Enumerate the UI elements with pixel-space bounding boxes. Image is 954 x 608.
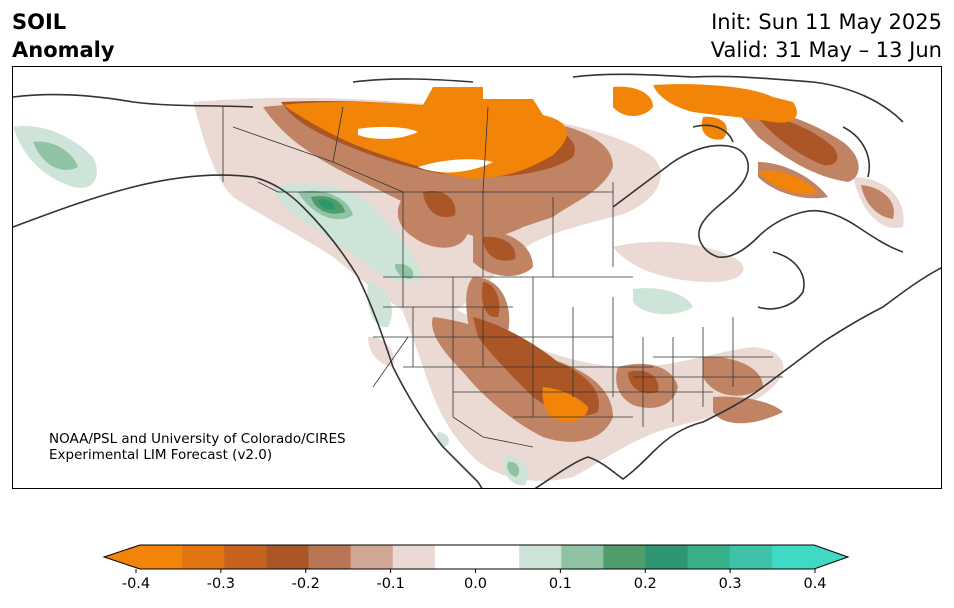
colorbar-tick-label: -0.2 [291,576,320,592]
colorbar-segment [687,545,731,569]
colorbar-segments [140,545,815,569]
colorbar-segment [477,545,520,569]
colorbar-segment [729,545,773,569]
colorbar-segment [392,545,436,569]
anomaly-strong-negative [283,84,818,422]
colorbar-segment [308,545,352,569]
colorbar-segment [771,545,815,569]
lakes [358,126,493,173]
colorbar-ticks [135,569,816,573]
colorbar-segment [350,545,394,569]
credit-text: NOAA/PSL and University of Colorado/CIRE… [49,431,346,463]
colorbar-tick-label: -0.1 [376,576,405,592]
colorbar-tick-label: -0.4 [121,576,151,592]
valid-range: Valid: 31 May – 13 Jun [710,38,942,62]
colorbar-tick-label: 0.1 [548,576,572,592]
coastlines [13,73,941,488]
colorbar [102,544,850,573]
init-date: Init: Sun 11 May 2025 [711,10,942,34]
colorbar-segment [182,545,225,569]
colorbar-tick-label: 0.3 [718,576,742,592]
colorbar-tick-label: 0.0 [463,576,488,592]
colorbar-tick-label: 0.2 [633,576,657,592]
map-title: SOIL Anomaly [12,8,115,64]
colorbar-segment [140,545,183,569]
credit-line-1: NOAA/PSL and University of Colorado/CIRE… [49,431,346,447]
title-line-2: Anomaly [12,38,115,62]
anomaly-map [12,66,942,489]
colorbar-outline [102,544,850,570]
forecast-dates: Init: Sun 11 May 2025 Valid: 31 May – 13… [711,8,942,64]
colorbar-segment [645,545,689,569]
colorbar-segment [603,545,646,569]
colorbar-min-arrow [104,545,140,569]
anomaly-peak-positive [318,199,335,210]
colorbar-tick-label: 0.4 [803,576,827,592]
colorbar-segment [434,545,478,569]
colorbar-segment [266,545,309,569]
colorbar-segment [561,545,604,569]
political-borders [222,106,783,448]
title-line-1: SOIL [12,10,67,34]
colorbar-max-arrow [814,545,848,569]
map-svg [13,67,941,488]
colorbar-segment [224,545,267,569]
credit-line-2: Experimental LIM Forecast (v2.0) [49,447,273,463]
colorbar-tick-label: -0.3 [206,576,236,592]
colorbar-segment [519,545,562,569]
